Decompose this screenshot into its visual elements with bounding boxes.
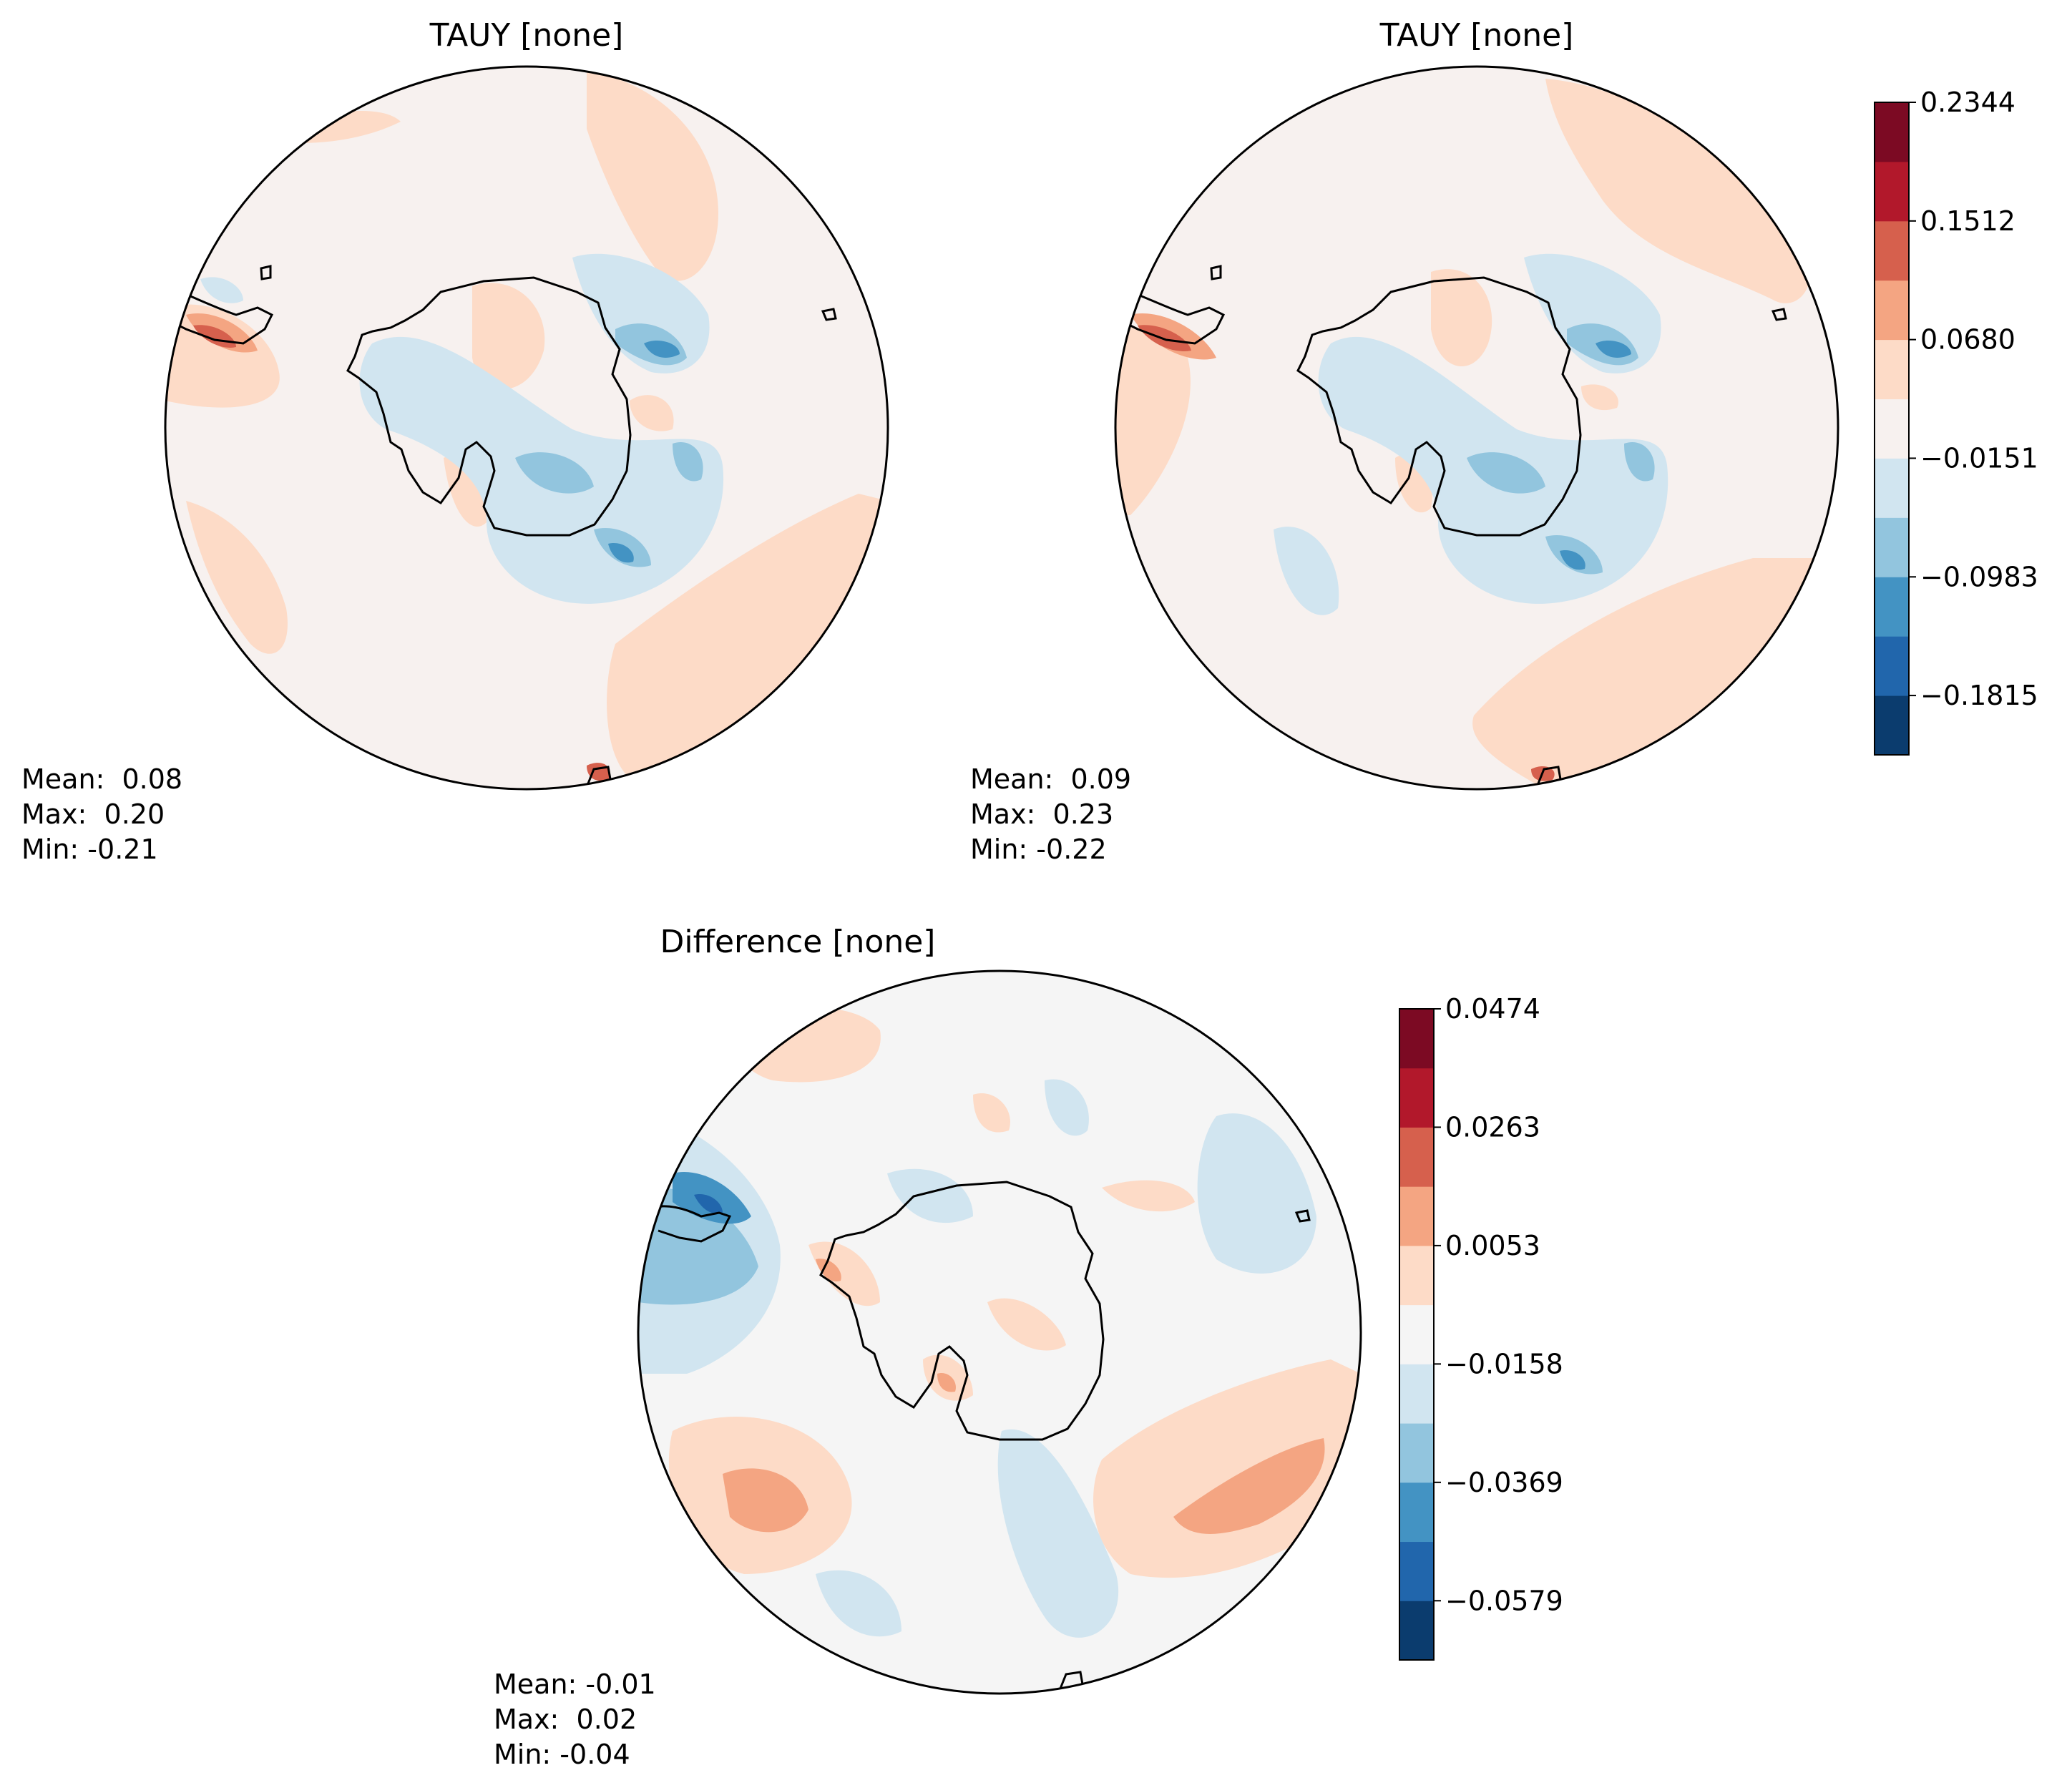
- contour-field: [1115, 67, 1838, 789]
- colorbar-level: [1875, 399, 1909, 459]
- map-panel-reference: TAUY [none] M: [970, 17, 1839, 865]
- contour-field: [165, 67, 888, 789]
- map-panel-difference: Difference [none]: [494, 924, 1362, 1770]
- map-panel-test: TAUY [none]: [21, 17, 889, 865]
- contour-field: [638, 971, 1361, 1694]
- stat-max: Max: 0.23: [970, 798, 1113, 830]
- stat-min: Min: -0.21: [21, 834, 158, 865]
- colorbar-level: [1399, 1068, 1434, 1128]
- map-boundary: [164, 65, 889, 791]
- colorbar-level: [1875, 339, 1909, 400]
- colorbar-tick-label: −0.0369: [1445, 1467, 1563, 1498]
- map-boundary: [1114, 65, 1839, 791]
- colorbar-level: [1399, 1127, 1434, 1187]
- panel-title: TAUY [none]: [429, 17, 624, 54]
- stat-max: Max: 0.02: [494, 1704, 637, 1735]
- colorbar-tick-label: −0.0579: [1445, 1585, 1563, 1616]
- colorbar-level: [1399, 1186, 1434, 1246]
- colorbar-level: [1875, 636, 1909, 696]
- colorbar-tick-label: 0.0263: [1445, 1111, 1540, 1143]
- colorbar-tick-label: −0.0983: [1920, 561, 2038, 592]
- colorbar-level: [1875, 280, 1909, 341]
- stat-min: Min: -0.04: [494, 1739, 630, 1770]
- colorbar-level: [1875, 220, 1909, 281]
- colorbar-tick-label: 0.0474: [1445, 993, 1540, 1025]
- colorbar-level: [1399, 1482, 1434, 1543]
- colorbar-tick-label: 0.0680: [1920, 324, 2015, 356]
- colorbar-tick-label: 0.2344: [1920, 87, 2015, 118]
- stat-mean: Mean: 0.08: [21, 763, 182, 795]
- colorbar-level: [1399, 1601, 1434, 1661]
- colorbar-level: [1399, 1364, 1434, 1424]
- colorbar-tick-label: 0.0053: [1445, 1230, 1540, 1261]
- map-boundary: [637, 969, 1362, 1695]
- stat-min: Min: -0.22: [970, 834, 1107, 865]
- colorbar-level: [1875, 695, 1909, 756]
- colorbar-frame: [1874, 102, 1910, 756]
- colorbar-level: [1399, 1009, 1434, 1069]
- colorbar-level: [1875, 577, 1909, 637]
- colorbar-level: [1399, 1541, 1434, 1601]
- stat-mean: Mean: 0.09: [970, 763, 1131, 795]
- colorbar-tick-label: −0.1815: [1920, 680, 2038, 711]
- colorbar-tick-label: −0.0151: [1920, 442, 2038, 474]
- panel-title: TAUY [none]: [1379, 17, 1574, 54]
- stat-mean: Mean: -0.01: [494, 1669, 656, 1700]
- colorbar-tick-label: 0.1512: [1920, 205, 2015, 237]
- colorbar-main: 0.2344 0.1512 0.0680 −0.0151 −0.0983 −0.1815: [1874, 87, 2038, 756]
- colorbar-level: [1875, 161, 1909, 222]
- panel-title: Difference [none]: [660, 924, 936, 960]
- colorbar-level: [1399, 1304, 1434, 1364]
- colorbar-level: [1875, 458, 1909, 518]
- stat-max: Max: 0.20: [21, 798, 165, 830]
- colorbar-difference: 0.0474 0.0263 0.0053 −0.0158 −0.0369 −0.0579: [1399, 993, 1563, 1661]
- colorbar-level: [1875, 517, 1909, 577]
- colorbar-level: [1399, 1423, 1434, 1483]
- colorbar-level: [1399, 1245, 1434, 1306]
- colorbar-frame: [1399, 1008, 1435, 1661]
- colorbar-level: [1875, 102, 1909, 162]
- colorbar-tick-label: −0.0158: [1445, 1348, 1563, 1379]
